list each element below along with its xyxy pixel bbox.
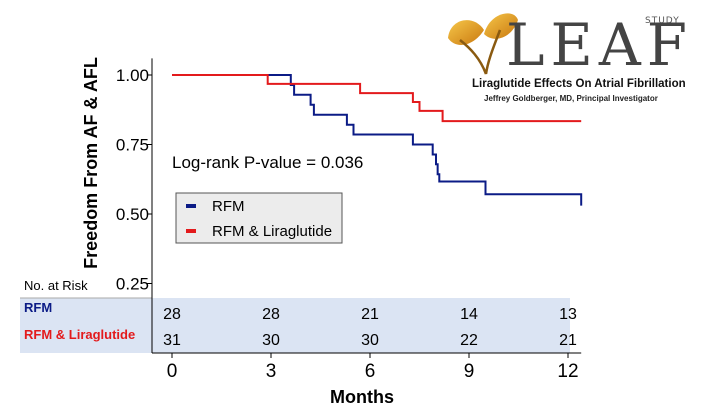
series-line-rfm [172,74,583,206]
risk-table-header: No. at Risk [24,278,88,293]
x-tick-label: 6 [365,361,376,382]
risk-value: 21 [559,332,577,349]
y-tick-label: 0.50 [116,205,149,224]
x-tick-label: 0 [167,361,178,382]
legend-box [175,192,343,244]
x-tick-label: 3 [266,361,277,382]
x-axis-title: Months [330,387,394,405]
leaf-study-logo: LEAF STUDY Liraglutide Effects On Atrial… [440,8,710,108]
logrank-annotation: Log-rank P-value = 0.036 [172,153,363,172]
risk-value: 28 [262,306,280,323]
logo-investigator: Jeffrey Goldberger, MD, Principal Invest… [484,94,658,103]
risk-value: 14 [460,306,478,323]
risk-value: 22 [460,332,478,349]
legend-label-rfm: RFM [212,198,245,215]
risk-row-label-rfm: RFM [24,300,52,315]
legend-label-rfm-liraglutide: RFM & Liraglutide [212,223,332,240]
y-tick-label: 0.25 [116,275,149,294]
risk-value: 31 [163,332,181,349]
risk-value: 30 [361,332,379,349]
x-tick-label: 9 [464,361,475,382]
logo-wordmark: LEAF [506,11,693,79]
risk-value: 28 [163,306,181,323]
x-tick-label: 12 [557,361,578,382]
logo-study-label: STUDY [645,16,680,26]
logo-subtitle: Liraglutide Effects On Atrial Fibrillati… [472,78,686,90]
risk-table-background [20,298,570,353]
y-tick-label: 0.75 [116,136,149,155]
risk-value: 21 [361,306,379,323]
risk-value: 13 [559,306,577,323]
leaf-icon [448,13,518,75]
y-axis-title: Freedom From AF & AFL [81,57,101,269]
legend: RFM RFM & Liraglutide [175,192,343,244]
y-tick-label: 1.00 [116,66,149,85]
risk-value: 30 [262,332,280,349]
series-line-rfm-liraglutide [172,74,582,123]
risk-row-label-rfm-liraglutide: RFM & Liraglutide [24,327,135,342]
